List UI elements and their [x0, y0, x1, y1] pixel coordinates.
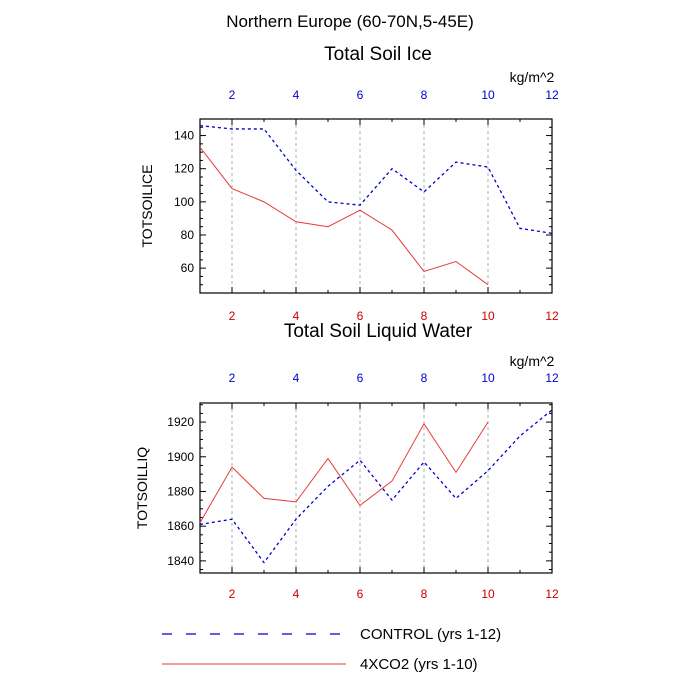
y-axis-label: TOTSOILICE: [139, 165, 155, 248]
y-tick-label: 1860: [167, 519, 194, 533]
legend-label-co2: 4XCO2 (yrs 1-10): [360, 656, 478, 673]
chart-panel-2: Total Soil Liquid Water kg/m^2 TOTSOILLIQ 2…: [134, 321, 559, 601]
x-tick-label: 12: [545, 309, 559, 323]
x-tick-label-top: 8: [421, 88, 428, 102]
x-tick-label-top: 10: [481, 371, 495, 385]
units-label: kg/m^2: [510, 69, 555, 85]
legend: CONTROL (yrs 1-12) 4XCO2 (yrs 1-10): [162, 626, 501, 673]
figure-title: Northern Europe (60-70N,5-45E): [226, 12, 474, 31]
y-tick-label: 100: [174, 195, 194, 209]
chart-panels: Total Soil Ice kg/m^2 TOTSOILICE 2 2 4 4 6 6 8 8 10…: [134, 44, 559, 601]
x-tick-label: 6: [357, 309, 364, 323]
x-tick-label-top: 12: [545, 88, 559, 102]
y-tick-label: 140: [174, 129, 194, 143]
x-tick-label-top: 10: [481, 88, 495, 102]
series-line-co2: [199, 146, 489, 286]
units-label: kg/m^2: [510, 353, 555, 369]
x-tick-label-top: 2: [229, 371, 236, 385]
plot-frame: [199, 118, 553, 294]
x-tick-label-top: 2: [229, 88, 236, 102]
y-tick-label: 80: [181, 228, 195, 242]
series-line-control: [199, 409, 553, 564]
x-tick-label-top: 6: [357, 88, 364, 102]
x-tick-label: 10: [481, 309, 495, 323]
x-tick-label-top: 8: [421, 371, 428, 385]
plot-frame: [199, 402, 553, 574]
x-tick-label: 2: [229, 587, 236, 601]
x-tick-label: 4: [293, 587, 300, 601]
x-tick-label-top: 12: [545, 371, 559, 385]
x-tick-label: 8: [421, 309, 428, 323]
x-tick-label-top: 4: [293, 371, 300, 385]
x-tick-label: 6: [357, 587, 364, 601]
x-tick-label: 2: [229, 309, 236, 323]
chart-title: Total Soil Liquid Water: [284, 321, 473, 342]
y-tick-label: 60: [181, 261, 195, 275]
chart-panel-1: Total Soil Ice kg/m^2 TOTSOILICE 2 2 4 4 6 6 8 8 10…: [139, 44, 559, 323]
y-tick-label: 1900: [167, 450, 194, 464]
x-tick-label-top: 4: [293, 88, 300, 102]
x-tick-label: 10: [481, 587, 495, 601]
x-tick-label: 8: [421, 587, 428, 601]
series-line-control: [199, 124, 553, 234]
y-tick-label: 1840: [167, 554, 194, 568]
y-axis-label: TOTSOILLIQ: [134, 447, 150, 529]
y-tick-label: 1880: [167, 484, 194, 498]
y-tick-label: 120: [174, 162, 194, 176]
x-tick-label: 12: [545, 587, 559, 601]
y-tick-label: 1920: [167, 415, 194, 429]
x-tick-label-top: 6: [357, 371, 364, 385]
legend-label-control: CONTROL (yrs 1-12): [360, 626, 501, 643]
series-line-co2: [199, 421, 489, 523]
x-tick-label: 4: [293, 309, 300, 323]
chart-title: Total Soil Ice: [324, 44, 432, 65]
